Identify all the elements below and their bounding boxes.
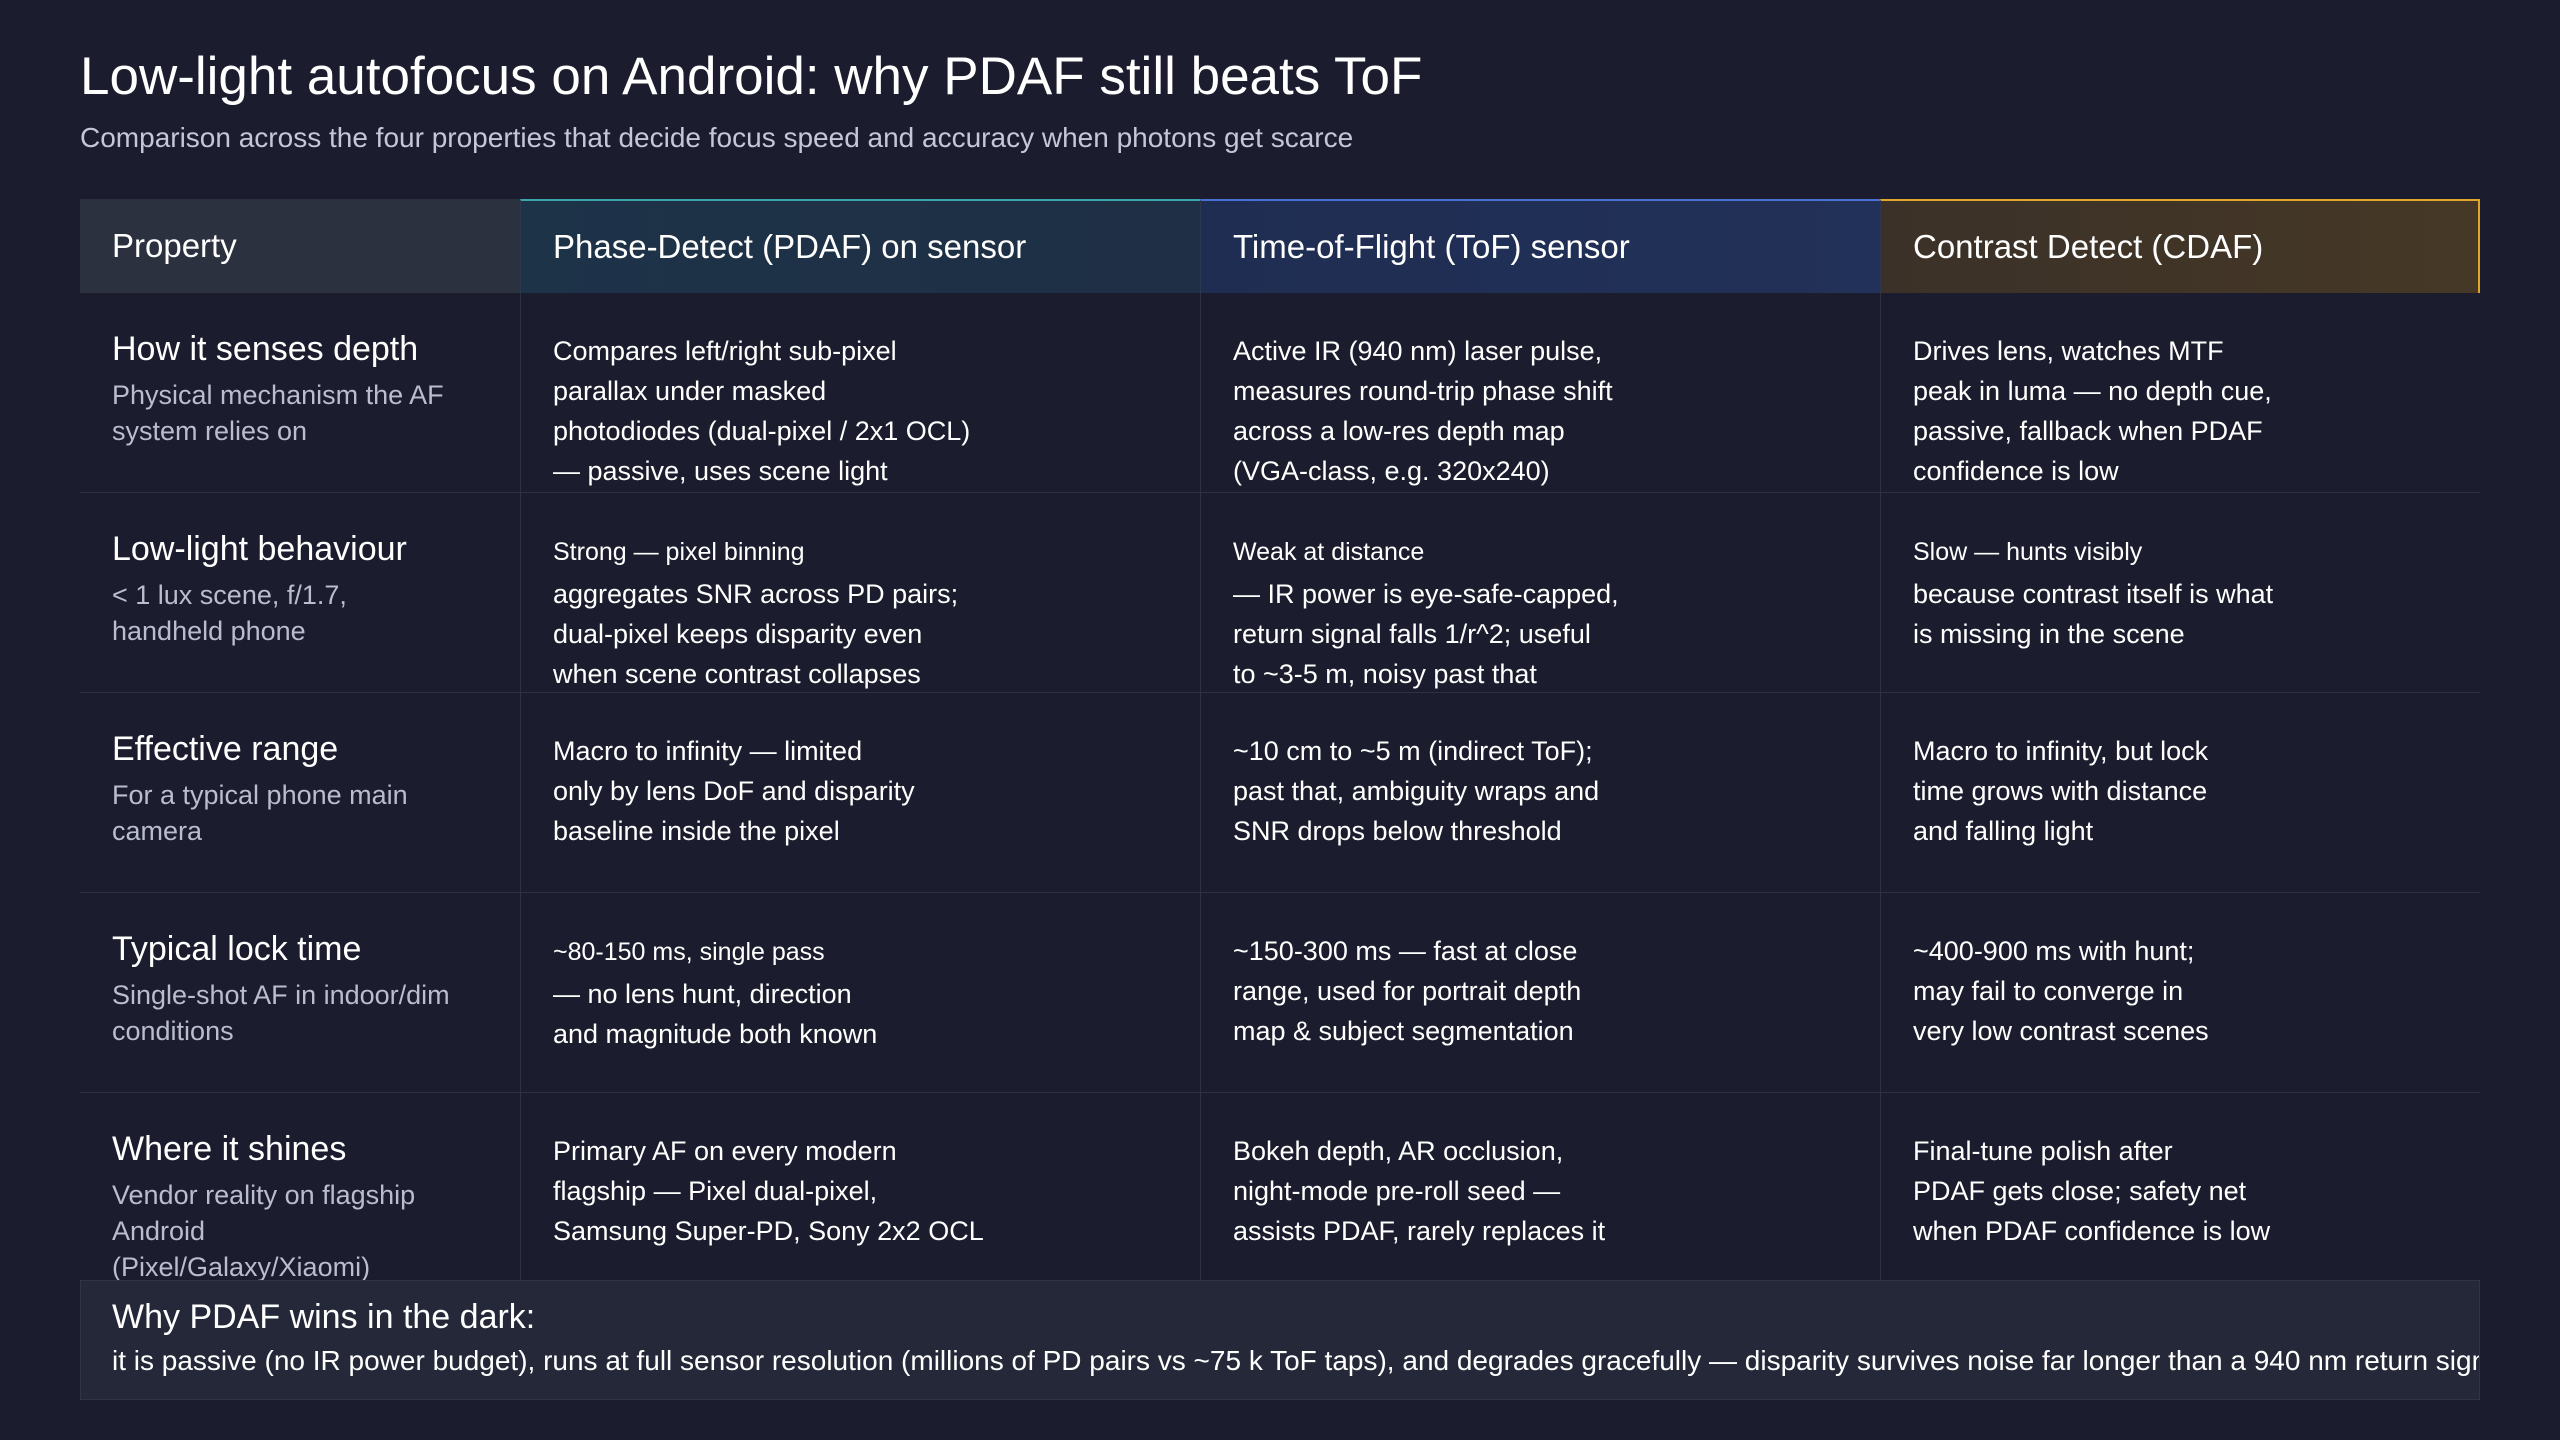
cdaf-cell: Macro to infinity, but lock time grows w… <box>1880 693 2480 893</box>
tof-text: ~10 cm to ~5 m (indirect ToF); past that… <box>1233 736 1600 846</box>
page-title: Low-light autofocus on Android: why PDAF… <box>80 47 1423 106</box>
callout-text: it is passive (no IR power budget), runs… <box>112 1345 2480 1376</box>
cdaf-cell: ~400-900 ms with hunt; may fail to conve… <box>1880 893 2480 1093</box>
property-subtitle: Single-shot AF in indoor/dim conditions <box>112 980 450 1046</box>
pdaf-cell: Strong — pixel binning aggregates SNR ac… <box>520 493 1200 693</box>
cdaf-text: Final-tune polish after PDAF gets close;… <box>1913 1136 2271 1246</box>
tof-cell: Active IR (940 nm) laser pulse, measures… <box>1200 293 1880 493</box>
column-header-cdaf: Contrast Detect (CDAF) <box>1880 199 2480 293</box>
callout-title: Why PDAF wins in the dark: <box>112 1298 536 1336</box>
property-title: Typical lock time <box>112 930 362 968</box>
column-header-pdaf: Phase-Detect (PDAF) on sensor <box>520 199 1200 293</box>
property-subtitle: For a typical phone main camera <box>112 780 408 846</box>
page-subtitle: Comparison across the four properties th… <box>80 122 1354 153</box>
tof-cell: ~150-300 ms — fast at close range, used … <box>1200 893 1880 1093</box>
row-property-cell: Where it shines Vendor reality on flagsh… <box>80 1093 520 1293</box>
row-property-cell: Typical lock time Single-shot AF in indo… <box>80 893 520 1093</box>
tof-cell: Bokeh depth, AR occlusion, night-mode pr… <box>1200 1093 1880 1293</box>
pdaf-lead-text: ~80-150 ms, single pass <box>553 938 825 966</box>
pdaf-text: Primary AF on every modern flagship — Pi… <box>553 1136 984 1246</box>
cdaf-cell: Final-tune polish after PDAF gets close;… <box>1880 1093 2480 1293</box>
row-property-cell: How it senses depth Physical mechanism t… <box>80 293 520 493</box>
tof-lead-text: Weak at distance <box>1233 538 1425 566</box>
property-title: Where it shines <box>112 1130 347 1168</box>
property-subtitle: Physical mechanism the AF system relies … <box>112 380 444 446</box>
pdaf-text: Compares left/right sub-pixel parallax u… <box>553 336 971 486</box>
cdaf-cell: Slow — hunts visibly because contrast it… <box>1880 493 2480 693</box>
cdaf-cell: Drives lens, watches MTF peak in luma — … <box>1880 293 2480 493</box>
cdaf-text: Macro to infinity, but lock time grows w… <box>1913 736 2209 846</box>
pdaf-cell: Compares left/right sub-pixel parallax u… <box>520 293 1200 493</box>
pdaf-text: aggregates SNR across PD pairs; dual-pix… <box>553 579 959 689</box>
property-title: How it senses depth <box>112 330 419 368</box>
cdaf-text: because contrast itself is what is missi… <box>1913 579 2274 649</box>
summary-callout: Why PDAF wins in the dark: it is passive… <box>80 1280 2480 1400</box>
comparison-table: Property Phase-Detect (PDAF) on sensor T… <box>80 199 2480 1293</box>
tof-cell: ~10 cm to ~5 m (indirect ToF); past that… <box>1200 693 1880 893</box>
property-subtitle: Vendor reality on flagship Android (Pixe… <box>112 1180 416 1282</box>
tof-text: Bokeh depth, AR occlusion, night-mode pr… <box>1233 1136 1606 1246</box>
column-header-property: Property <box>80 199 520 293</box>
tof-text: Active IR (940 nm) laser pulse, measures… <box>1233 336 1613 486</box>
pdaf-cell: Primary AF on every modern flagship — Pi… <box>520 1093 1200 1293</box>
tof-cell: Weak at distance — IR power is eye-safe-… <box>1200 493 1880 693</box>
column-header-tof: Time-of-Flight (ToF) sensor <box>1200 199 1880 293</box>
cdaf-lead-text: Slow — hunts visibly <box>1913 538 2143 566</box>
tof-text: ~150-300 ms — fast at close range, used … <box>1233 936 1582 1046</box>
property-title: Effective range <box>112 730 339 768</box>
pdaf-text: Macro to infinity — limited only by lens… <box>553 736 915 846</box>
tof-text: — IR power is eye-safe-capped, return si… <box>1233 579 1619 689</box>
pdaf-cell: ~80-150 ms, single pass — no lens hunt, … <box>520 893 1200 1093</box>
cdaf-text: ~400-900 ms with hunt; may fail to conve… <box>1913 936 2209 1046</box>
row-property-cell: Effective range For a typical phone main… <box>80 693 520 893</box>
row-property-cell: Low-light behaviour < 1 lux scene, f/1.7… <box>80 493 520 693</box>
pdaf-lead-text: Strong — pixel binning <box>553 538 805 566</box>
property-subtitle: < 1 lux scene, f/1.7, handheld phone <box>112 580 347 646</box>
pdaf-text: — no lens hunt, direction and magnitude … <box>553 979 878 1049</box>
pdaf-cell: Macro to infinity — limited only by lens… <box>520 693 1200 893</box>
property-title: Low-light behaviour <box>112 530 407 568</box>
cdaf-text: Drives lens, watches MTF peak in luma — … <box>1913 336 2272 486</box>
